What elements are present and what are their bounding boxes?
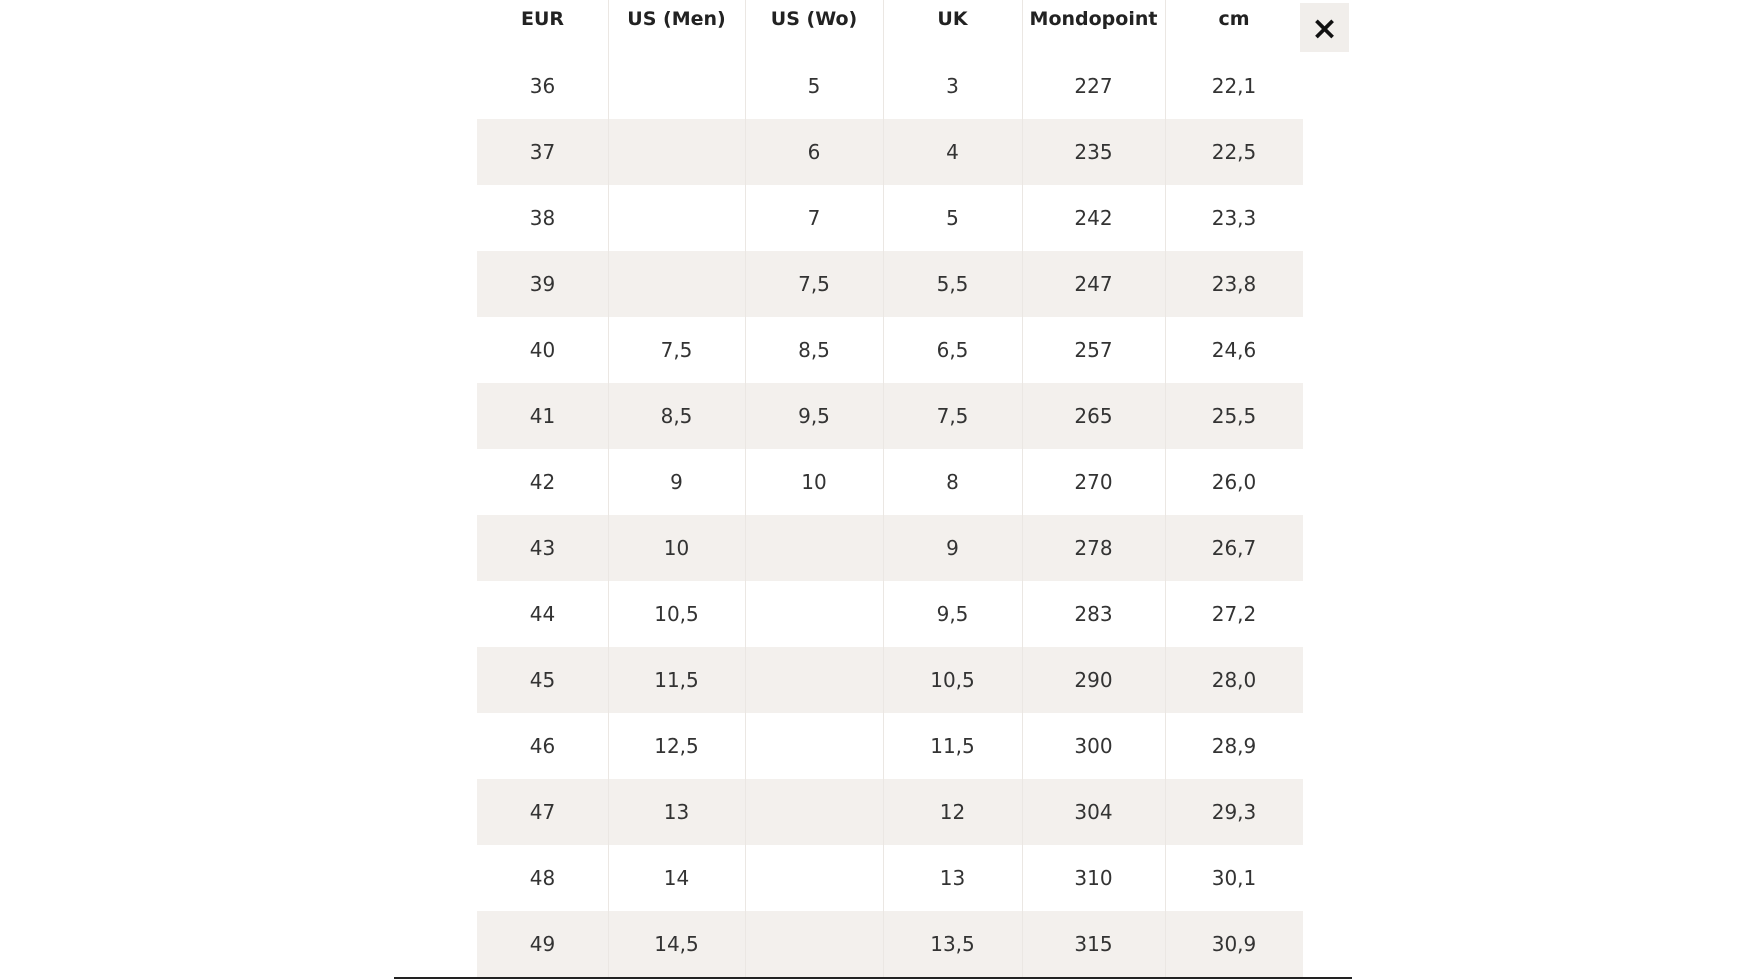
table-cell: 5 [946, 206, 959, 230]
table-cell: 30,9 [1211, 932, 1257, 956]
table-cell: 29,3 [1211, 800, 1257, 824]
table-cell: 30,1 [1211, 866, 1257, 890]
table-cell: 11,5 [654, 668, 699, 692]
column-divider [883, 0, 884, 977]
table-cell: 23,8 [1211, 272, 1257, 296]
table-cell: 257 [1074, 338, 1113, 362]
column-divider [1022, 0, 1023, 977]
column-header: US (Men) [627, 7, 726, 30]
table-cell: 242 [1074, 206, 1113, 230]
table-cell: 227 [1074, 74, 1113, 98]
table-cell: 9 [670, 470, 683, 494]
table-cell: 3 [946, 74, 959, 98]
table-cell: 22,5 [1211, 140, 1257, 164]
table-cell: 5 [807, 74, 821, 98]
table-cell: 13,5 [930, 932, 975, 956]
table-cell: 10 [663, 536, 690, 560]
table-cell: 7 [807, 206, 821, 230]
table-cell: 270 [1074, 470, 1113, 494]
column-divider [1165, 0, 1166, 977]
table-cell: 7,5 [936, 404, 969, 428]
table-cell: 22,1 [1211, 74, 1257, 98]
table-cell: 28,9 [1211, 734, 1257, 758]
table-cell: 247 [1074, 272, 1113, 296]
table-cell: 7,5 [798, 272, 830, 296]
table-cell: 11,5 [930, 734, 975, 758]
table-cell: 40 [529, 338, 556, 362]
table-cell: 283 [1074, 602, 1113, 626]
table-cell: 45 [529, 668, 556, 692]
divider [394, 977, 1352, 979]
table-cell: 43 [529, 536, 556, 560]
column-header: US (Wo) [770, 7, 858, 30]
column-divider [608, 0, 609, 977]
table-cell: 10,5 [654, 602, 699, 626]
table-cell: 23,3 [1211, 206, 1257, 230]
table-cell: 36 [529, 74, 556, 98]
table-cell: 235 [1074, 140, 1113, 164]
table-cell: 8,5 [798, 338, 830, 362]
column-header: Mondopoint [1029, 7, 1158, 30]
column-header: cm [1218, 7, 1250, 30]
table-cell: 6,5 [936, 338, 969, 362]
column-header: UK [937, 7, 968, 30]
table-cell: 12 [939, 800, 966, 824]
table-cell: 304 [1074, 800, 1113, 824]
table-cell: 27,2 [1211, 602, 1257, 626]
table-cell: 44 [529, 602, 556, 626]
table-cell: 49 [529, 932, 556, 956]
table-cell: 25,5 [1211, 404, 1257, 428]
table-cell: 7,5 [660, 338, 693, 362]
table-cell: 4 [946, 140, 959, 164]
table-cell: 42 [529, 470, 556, 494]
table-cell: 26,0 [1211, 470, 1257, 494]
table-cell: 10 [801, 470, 827, 494]
table-cell: 6 [807, 140, 821, 164]
table-cell: 9,5 [798, 404, 830, 428]
table-cell: 39 [529, 272, 556, 296]
table-cell: 290 [1074, 668, 1113, 692]
table-cell: 38 [529, 206, 556, 230]
table-cell: 37 [529, 140, 556, 164]
table-cell: 10,5 [930, 668, 975, 692]
table-cell: 5,5 [936, 272, 969, 296]
table-cell: 8 [946, 470, 959, 494]
table-cell: 24,6 [1211, 338, 1257, 362]
table-cell: 14 [663, 866, 690, 890]
table-cell: 9 [946, 536, 959, 560]
table-cell: 9,5 [936, 602, 969, 626]
close-button[interactable]: × [1300, 3, 1349, 52]
table-cell: 28,0 [1211, 668, 1257, 692]
table-cell: 48 [529, 866, 556, 890]
table-cell: 8,5 [660, 404, 693, 428]
table-cell: 26,7 [1211, 536, 1257, 560]
table-cell: 14,5 [654, 932, 699, 956]
table-cell: 300 [1074, 734, 1113, 758]
table-cell: 12,5 [654, 734, 699, 758]
table-cell: 278 [1074, 536, 1113, 560]
table-cell: 265 [1074, 404, 1113, 428]
column-header: EUR [520, 7, 565, 30]
table-cell: 310 [1074, 866, 1113, 890]
table-cell: 315 [1074, 932, 1113, 956]
table-cell: 41 [529, 404, 556, 428]
table-cell: 13 [663, 800, 690, 824]
table-cell: 47 [529, 800, 556, 824]
column-divider [745, 0, 746, 977]
table-cell: 13 [939, 866, 966, 890]
table-cell: 46 [529, 734, 556, 758]
